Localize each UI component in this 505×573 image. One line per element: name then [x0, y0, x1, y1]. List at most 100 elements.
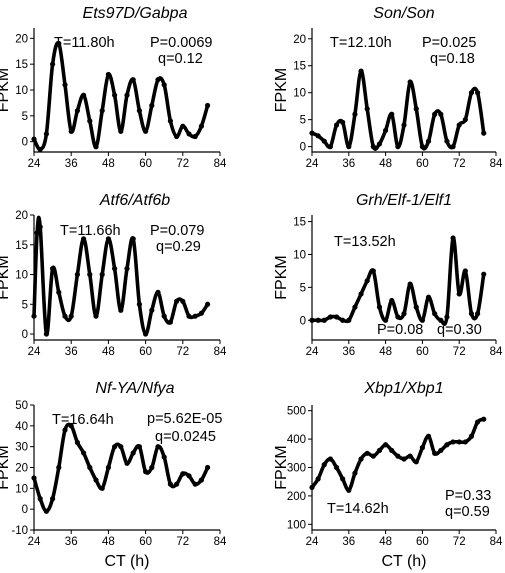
panel-3-xtick-label: 48 — [102, 346, 115, 358]
panel-3: Atf6/Atf6b 0 5 10 15 20 24 36 48 60 72 84 FPKM T=11.6… — [0, 192, 227, 358]
panel-1-data-point — [130, 77, 136, 83]
panel-5-data-point — [50, 496, 56, 502]
panel-1-data-point — [198, 123, 204, 129]
panel-6-data-point — [419, 445, 425, 451]
panel-5-data-point — [198, 477, 204, 483]
panel-1-data-point — [161, 82, 167, 88]
panel-5-data-point — [93, 477, 99, 483]
panel-6-data-point — [358, 456, 364, 462]
panel-3-data-point — [62, 313, 68, 319]
panel-6-data-point — [340, 476, 346, 482]
panel-5-ytick-label: 30 — [15, 442, 28, 454]
panel-2: Son/Son 0 5 10 15 20 24 36 48 60 72 84 FPKM T=12.10h P… — [273, 5, 503, 170]
panel-4-xtick-label: 36 — [342, 346, 355, 358]
panel-6-ytick-label: 400 — [287, 434, 306, 446]
panel-4-series-line — [310, 236, 486, 326]
panel-2-data-point — [309, 130, 315, 136]
panel-1-ytick-label: 15 — [15, 59, 28, 71]
panel-1-ytick-label: 20 — [15, 33, 28, 45]
panel-3-data-point — [167, 319, 173, 325]
panel-2-annotation: T=12.10h — [330, 35, 392, 51]
panel-2-data-point — [321, 138, 327, 144]
panel-4-data-point — [395, 314, 401, 320]
panel-4-xtick-label: 72 — [453, 346, 466, 358]
panel-6-data-point — [407, 453, 413, 459]
panel-1-data-point — [81, 92, 87, 98]
panel-3-data-point — [50, 265, 56, 272]
panel-5-annotation: p=5.62E-05 — [147, 411, 222, 427]
panel-6-data-point — [475, 419, 481, 425]
panel-2-ytick-label: 0 — [300, 142, 306, 154]
panel-3-annotation: T=11.66h — [60, 223, 121, 239]
panel-6-ylabel: FPKM — [273, 445, 290, 489]
panel-5-ytick-label: 20 — [15, 463, 28, 475]
panel-2-data-point — [432, 111, 438, 117]
panel-1-data-point — [112, 92, 118, 98]
panel-5-data-point — [74, 439, 80, 446]
panel-5-data-point — [118, 444, 124, 450]
panel-3-ytick-label: 10 — [15, 270, 28, 282]
panel-2-data-point — [340, 119, 346, 125]
panel-2-data-point — [364, 106, 370, 112]
panel-2-data-point — [407, 79, 413, 85]
panel-2-data-point — [352, 111, 358, 117]
panel-3-data-point — [93, 313, 99, 319]
panel-1-data-point — [31, 136, 37, 142]
panel-6-annotation: T=14.62h — [327, 501, 389, 517]
panel-2-data-point — [346, 144, 352, 150]
panel-4-data-point — [401, 311, 407, 317]
panel-4-data-point — [333, 314, 340, 320]
panel-2-data-point — [395, 144, 401, 150]
panel-2-ytick-label: 5 — [300, 115, 306, 127]
panel-5-data-point — [130, 450, 136, 456]
panel-2-data-point — [376, 141, 383, 147]
panel-6-data-point — [468, 433, 475, 439]
panel-5-data-point — [31, 475, 37, 481]
panel-4-ytick-label: 5 — [300, 282, 306, 294]
panel-6-data-point — [383, 442, 389, 448]
panel-4-data-point — [364, 278, 370, 284]
panel-2-xtick-label: 48 — [379, 158, 392, 170]
panel-5-data-point — [87, 464, 93, 471]
panel-6-annotation: q=0.59 — [445, 504, 490, 520]
panel-3-data-point — [74, 271, 80, 278]
panel-4-data-point — [321, 317, 327, 323]
panel-1-xtick-label: 36 — [65, 158, 78, 170]
panel-1-data-point — [186, 131, 192, 137]
panel-2-xtick-label: 36 — [342, 158, 355, 170]
panel-6-data-point — [327, 456, 333, 462]
panel-4-data-point — [481, 271, 487, 277]
panel-3-data-point — [68, 313, 74, 319]
panel-6-xtick-label: 60 — [416, 536, 429, 548]
panel-2-ylabel: FPKM — [273, 68, 290, 112]
panel-5-data-point — [186, 473, 192, 479]
panel-1: Ets97D/Gabpa 0 5 10 15 20 24 36 48 60 72 84 FPKM T=11… — [0, 5, 227, 170]
panel-2-data-point — [468, 90, 475, 96]
panel-5-data-point — [167, 481, 173, 487]
panel-5-data-point — [68, 423, 74, 429]
panel-1-data-point — [87, 118, 93, 124]
panel-6-data-point — [389, 447, 395, 454]
panel-4-xtick-label: 24 — [306, 346, 319, 358]
panel-6-data-point — [401, 456, 407, 462]
panel-2-ytick-label: 15 — [293, 61, 306, 73]
panel-5-ytick-label: 40 — [15, 421, 28, 433]
panel-5-data-point — [112, 444, 118, 450]
panel-3-ytick-label: 5 — [22, 299, 28, 311]
panel-6-xtick-label: 48 — [379, 536, 392, 548]
panel-3-data-point — [31, 313, 37, 319]
panel-1-xtick-label: 72 — [176, 158, 189, 170]
panel-3-data-point — [174, 298, 180, 304]
panel-2-data-point — [333, 122, 340, 128]
panel-6-data-point — [370, 453, 376, 459]
panel-3-data-point — [180, 298, 186, 304]
panel-1-data-point — [105, 71, 111, 78]
panel-6: Xbp1/Xbp1 100 200 300 400 500 24 36 48 60 72 84 FPKM… — [273, 380, 503, 570]
panel-5-xtick-label: 48 — [102, 536, 115, 548]
panel-1-data-point — [50, 61, 56, 67]
panel-6-data-point — [376, 447, 383, 454]
panel-4-data-point — [327, 314, 333, 320]
panel-5-ylabel: FPKM — [0, 445, 12, 489]
panel-6-data-point — [395, 453, 401, 459]
panel-1-data-point — [174, 133, 180, 140]
